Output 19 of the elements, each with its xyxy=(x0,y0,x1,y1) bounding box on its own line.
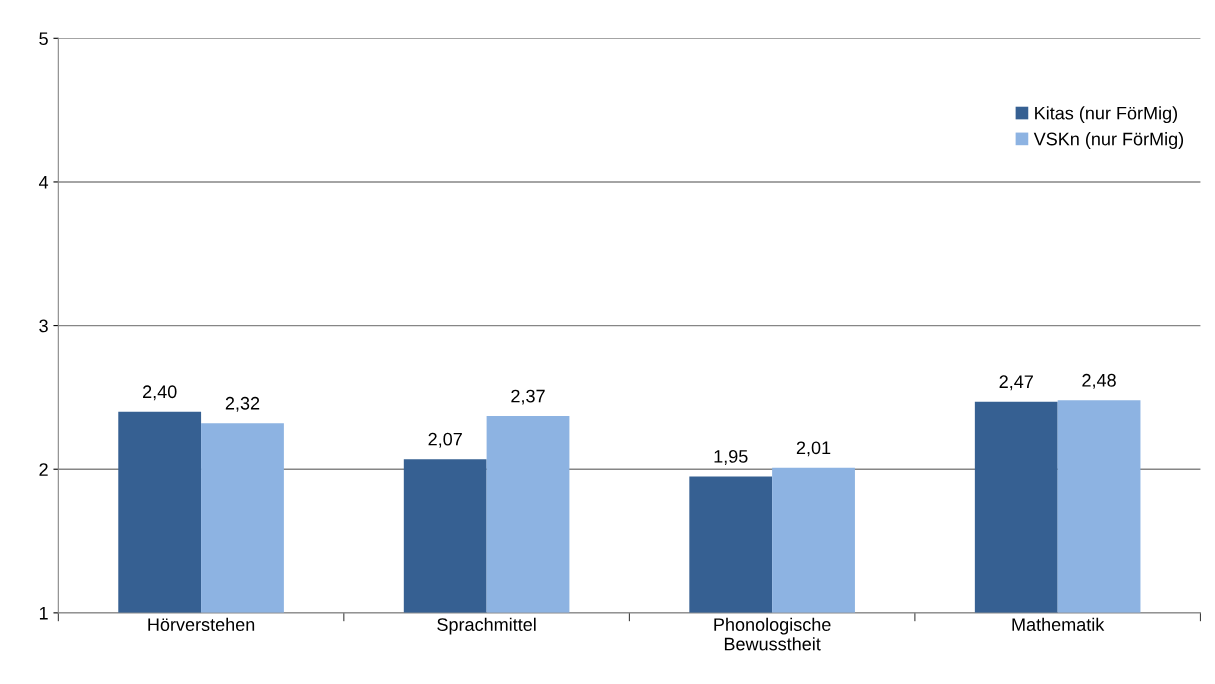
y-tick-label: 3 xyxy=(39,319,48,333)
x-tick-label: Phonologische Bewusstheit xyxy=(714,617,831,651)
data-label: 2,37 xyxy=(511,389,545,405)
data-label: 2,07 xyxy=(428,432,462,448)
legend-label: Kitas (nur FörMig) xyxy=(1035,106,1178,124)
data-label: 2,47 xyxy=(999,375,1033,391)
y-tick-label: 1 xyxy=(39,606,48,620)
x-tick-label: Mathematik xyxy=(1012,617,1105,631)
y-tick-label: 5 xyxy=(39,32,48,46)
data-label: 2,01 xyxy=(796,441,831,457)
data-label: 1,95 xyxy=(714,450,748,465)
data-label: 2,32 xyxy=(225,396,260,412)
y-tick-label: 4 xyxy=(38,176,49,189)
data-label: 2,40 xyxy=(143,385,177,401)
data-label: 2,48 xyxy=(1082,373,1116,389)
x-tick-label: Hörverstehen xyxy=(148,617,255,631)
y-tick-label: 2 xyxy=(39,463,48,476)
legend-label: VSKn (nur FörMig) xyxy=(1033,132,1184,149)
x-tick-label: Sprachmittel xyxy=(437,617,536,635)
